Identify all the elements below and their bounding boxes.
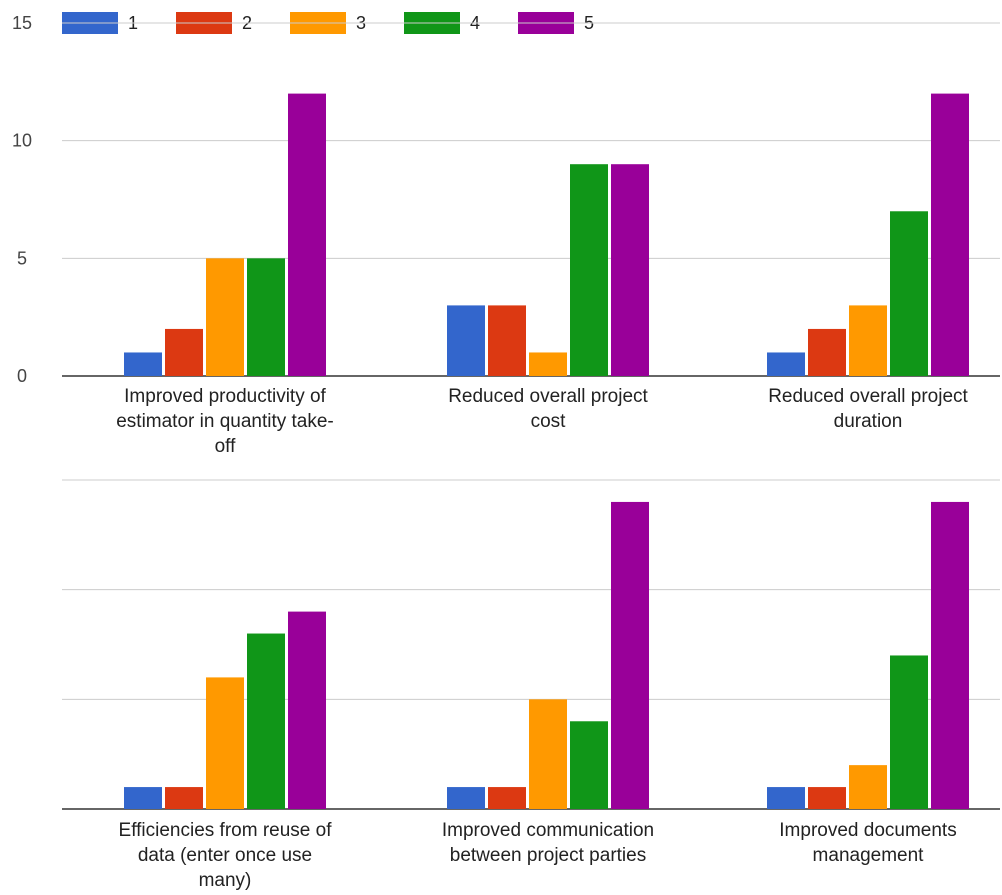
bar-series-5-cat-3 [931, 93, 969, 376]
category-label: Improved communication between project pa… [442, 820, 654, 866]
bar-series-3-cat-1 [206, 258, 244, 376]
bar-series-1-cat-2 [447, 787, 485, 809]
y-tick-label: 10 [12, 131, 32, 151]
bar-series-4-cat-1 [247, 633, 285, 809]
bar-series-5-cat-2 [611, 164, 649, 376]
bar-series-4-cat-2 [570, 164, 608, 376]
bar-series-2-cat-3 [808, 328, 846, 376]
bar-series-1-cat-3 [767, 787, 805, 809]
bar-series-3-cat-3 [849, 765, 887, 809]
bar-series-4-cat-3 [890, 655, 928, 809]
bar-series-2-cat-2 [488, 787, 526, 809]
y-tick-label: 0 [17, 366, 27, 386]
bar-series-2-cat-2 [488, 305, 526, 376]
bar-series-4-cat-2 [570, 721, 608, 809]
bar-series-3-cat-1 [206, 677, 244, 809]
category-label: Efficiencies from reuse of data (enter on… [119, 820, 333, 891]
bar-series-2-cat-1 [165, 787, 203, 809]
bar-series-2-cat-1 [165, 328, 203, 376]
bar-series-3-cat-3 [849, 305, 887, 376]
category-label: Improved documents management [779, 820, 956, 866]
chart-panel-bottom: Efficiencies from reuse of data (enter on… [62, 479, 1000, 891]
bar-series-5-cat-1 [288, 93, 326, 376]
bar-series-5-cat-3 [931, 501, 969, 809]
bar-series-5-cat-1 [288, 611, 326, 809]
bar-series-4-cat-3 [890, 211, 928, 376]
bar-series-2-cat-3 [808, 787, 846, 809]
bar-series-1-cat-1 [124, 787, 162, 809]
bar-series-1-cat-1 [124, 352, 162, 376]
category-label: Reduced overall project cost [448, 386, 648, 432]
category-label: Improved productivity of estimator in qua… [116, 386, 334, 457]
bar-series-3-cat-2 [529, 352, 567, 376]
bar-series-3-cat-2 [529, 699, 567, 809]
bar-series-4-cat-1 [247, 258, 285, 376]
category-label: Reduced overall project duration [768, 386, 968, 432]
chart-panel-top: 0 5 10 15 Improved productivity of estimator … [12, 13, 1000, 457]
bar-series-1-cat-3 [767, 352, 805, 376]
bar-series-5-cat-2 [611, 501, 649, 809]
y-tick-label: 5 [17, 248, 27, 268]
y-tick-label: 15 [12, 13, 32, 33]
bar-series-1-cat-2 [447, 305, 485, 376]
